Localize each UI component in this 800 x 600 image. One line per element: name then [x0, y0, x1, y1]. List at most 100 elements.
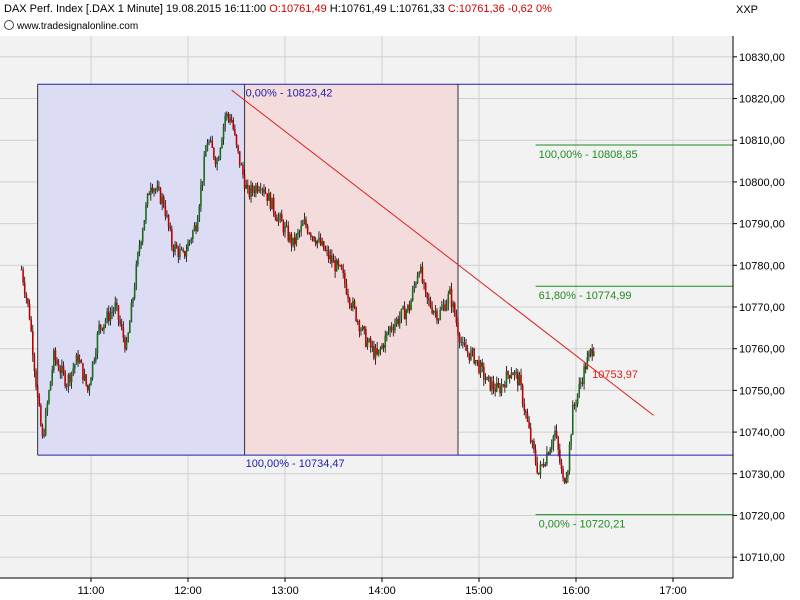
- candle-body: [201, 180, 204, 186]
- candle-body: [471, 348, 474, 351]
- candle-body: [161, 196, 163, 204]
- candle-body: [235, 134, 238, 146]
- candle-body: [411, 289, 414, 301]
- candle-body: [156, 186, 159, 190]
- symbol-code: XXP: [735, 4, 758, 16]
- candle-body: [112, 310, 115, 312]
- y-tick-label: 10730,00: [739, 469, 785, 481]
- candle-body: [339, 265, 341, 266]
- candle-body: [560, 462, 563, 470]
- fib-zone-red: [244, 84, 458, 456]
- candle-body: [293, 237, 296, 245]
- candle-body: [59, 370, 62, 373]
- candle-body: [463, 342, 466, 346]
- candle-body: [117, 305, 120, 320]
- candle-body: [242, 164, 244, 175]
- candle-body: [306, 226, 309, 234]
- candle-body: [101, 327, 104, 330]
- candle-body: [386, 332, 388, 336]
- candle-body: [217, 158, 220, 161]
- candle-body: [392, 329, 395, 331]
- candle-body: [238, 151, 241, 165]
- x-tick-label: 16:00: [562, 585, 590, 597]
- candle-body: [552, 436, 555, 446]
- y-tick-label: 10790,00: [739, 219, 785, 231]
- candle-body: [420, 266, 422, 273]
- candle-body: [200, 185, 202, 206]
- candle-body: [56, 360, 58, 365]
- candle-body: [436, 310, 438, 321]
- candle-body: [483, 366, 485, 380]
- candle-body: [274, 212, 277, 218]
- candle-body: [190, 238, 193, 241]
- candle-body: [476, 360, 479, 361]
- candle-body: [542, 464, 545, 467]
- candle-body: [129, 322, 131, 334]
- candle-body: [334, 260, 336, 272]
- candle-body: [20, 269, 23, 271]
- candle-body: [169, 226, 172, 230]
- candle-body: [428, 298, 430, 301]
- candle-body: [539, 464, 542, 475]
- candle-body: [584, 366, 587, 370]
- high-value: H:10761,49: [329, 3, 387, 15]
- candle-body: [369, 338, 372, 348]
- y-tick-label: 10740,00: [739, 427, 785, 439]
- candle-body: [255, 185, 257, 194]
- candle-body: [314, 240, 317, 245]
- candle-body: [450, 288, 453, 308]
- candle-body: [150, 187, 152, 196]
- instrument-name: DAX Perf. Index [.DAX: [4, 3, 115, 15]
- candle-body: [568, 444, 571, 472]
- candle-body: [408, 304, 411, 311]
- candle-body: [276, 217, 278, 222]
- candle-body: [533, 440, 535, 450]
- candle-body: [555, 430, 558, 438]
- candle-body: [247, 184, 249, 188]
- candle-body: [245, 184, 247, 189]
- candle-body: [308, 233, 311, 234]
- candle-body: [570, 434, 572, 445]
- candle-body: [213, 147, 215, 158]
- candle-body: [431, 307, 433, 313]
- candle-body: [348, 298, 351, 305]
- candle-body: [462, 342, 464, 343]
- candle-body: [580, 382, 582, 384]
- candle-body: [544, 464, 547, 467]
- candle-body: [442, 304, 445, 308]
- candle-body: [27, 298, 29, 304]
- candle-body: [83, 374, 86, 380]
- candle-body: [111, 311, 113, 314]
- candle-body: [583, 366, 585, 384]
- candle-body: [219, 148, 222, 159]
- candle-body: [256, 185, 259, 192]
- candle-body: [130, 302, 133, 323]
- candle-body: [361, 326, 364, 330]
- candle-body: [230, 119, 233, 123]
- candle-body: [356, 320, 359, 322]
- y-tick-label: 10800,00: [739, 177, 785, 189]
- candle-body: [437, 319, 440, 321]
- candle-body: [474, 360, 477, 364]
- candle-body: [311, 236, 314, 238]
- candle-body: [285, 225, 288, 227]
- candle-body: [507, 371, 509, 376]
- candle-body: [49, 381, 52, 391]
- candle-body: [494, 389, 496, 392]
- candle-body: [98, 324, 100, 334]
- candle-body: [326, 250, 328, 251]
- candle-body: [266, 193, 269, 201]
- candle-body: [264, 192, 267, 194]
- candle-body: [512, 373, 514, 376]
- candle-body: [300, 225, 302, 232]
- source-url[interactable]: www.tradesignalonline.com: [17, 21, 139, 32]
- candle-body: [368, 338, 370, 342]
- candle-body: [439, 310, 441, 320]
- candle-body: [481, 362, 484, 367]
- candle-body: [259, 189, 262, 191]
- candle-body: [495, 382, 498, 392]
- candle-body: [458, 333, 461, 343]
- candle-body: [352, 300, 354, 308]
- candle-body: [484, 379, 487, 381]
